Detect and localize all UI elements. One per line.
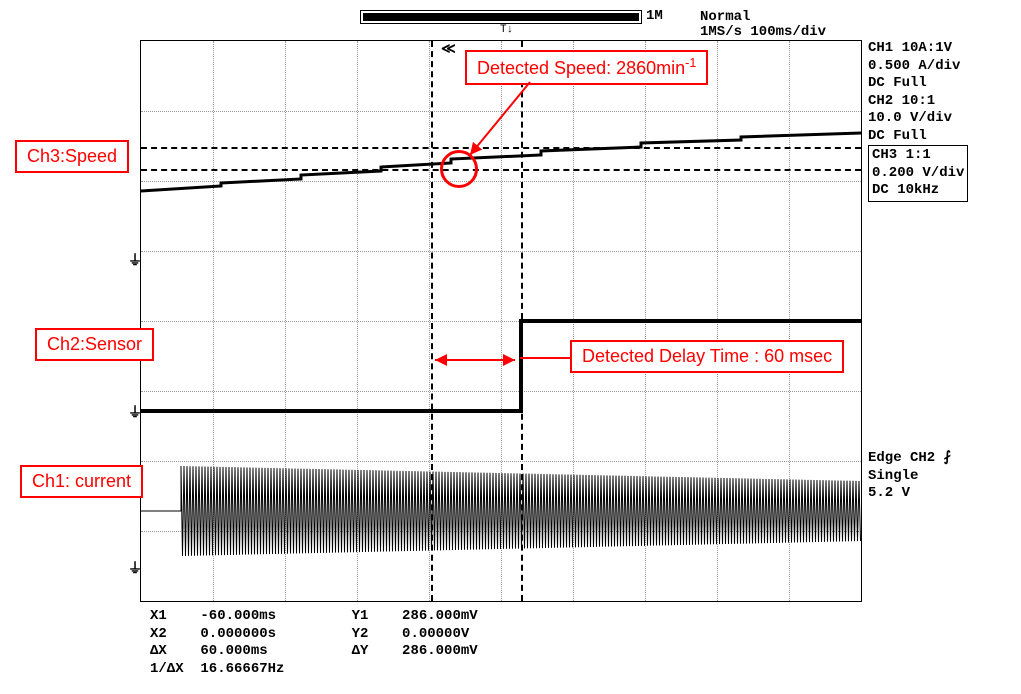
trigger-info: Edge CH2 ⨏ Single 5.2 V (868, 450, 951, 503)
ch2-div: 10.0 V/div (868, 110, 968, 128)
acq-mode: Normal (700, 10, 826, 25)
trig-mode: Single (868, 468, 951, 486)
ch1-ground-icon: ⏚ (128, 558, 142, 578)
speed-marker-circle (440, 150, 478, 188)
cursor-x2 (521, 41, 523, 601)
meas-row-4: 1/ΔX 16.66667Hz (150, 661, 478, 679)
ch2-scale: CH2 10:1 (868, 93, 968, 111)
trigger-marker: T↓ (500, 24, 513, 36)
ch3-scale: CH3 1:1 (872, 147, 964, 165)
cursor-x1 (431, 41, 433, 601)
annot-delay: Detected Delay Time : 60 msec (570, 340, 844, 373)
memory-label: 1M (646, 8, 663, 24)
waveforms (141, 41, 861, 601)
ch3-div: 0.200 V/div (872, 165, 964, 183)
oscilloscope-capture: 1M T↓ Normal 1MS/s 100ms/div ≪ ⏚ ⏚ ⏚ CH1… (10, 10, 1010, 684)
ch1-coup: DC Full (868, 75, 968, 93)
annot-speed: Detected Speed: 2860min-1 (465, 50, 708, 85)
cursor-y2 (141, 169, 861, 171)
trig-level: 5.2 V (868, 485, 951, 503)
channel-settings: CH1 10A:1V 0.500 A/div DC Full CH2 10:1 … (868, 40, 968, 202)
meas-row-2: X2 0.000000s Y2 0.00000V (150, 626, 478, 644)
acq-rate: 1MS/s 100ms/div (700, 25, 826, 40)
cursor-measurements: X1 -60.000ms Y1 286.000mV X2 0.000000s Y… (150, 608, 478, 678)
ch1-scale: CH1 10A:1V (868, 40, 968, 58)
ch3-ground-icon: ⏚ (128, 250, 142, 270)
ch1-div: 0.500 A/div (868, 58, 968, 76)
memory-bar (360, 10, 642, 24)
ch3-settings-box: CH3 1:1 0.200 V/div DC 10kHz (868, 145, 968, 202)
meas-row-1: X1 -60.000ms Y1 286.000mV (150, 608, 478, 626)
ch2-ground-icon: ⏚ (128, 402, 142, 422)
annot-ch2: Ch2:Sensor (35, 328, 154, 361)
acquisition-info: Normal 1MS/s 100ms/div (700, 10, 826, 41)
ch2-coup: DC Full (868, 128, 968, 146)
chevron-marker: ≪ (441, 41, 456, 58)
cursor-y1 (141, 147, 861, 149)
annot-ch3: Ch3:Speed (15, 140, 129, 173)
trig-edge: Edge CH2 ⨏ (868, 450, 951, 468)
ch3-coup: DC 10kHz (872, 182, 964, 200)
memory-bar-fill (363, 13, 639, 21)
ch1-trace (141, 466, 861, 556)
annot-ch1: Ch1: current (20, 465, 143, 498)
ch3-trace (141, 133, 861, 191)
meas-row-3: ΔX 60.000ms ΔY 286.000mV (150, 643, 478, 661)
plot-area: ≪ (140, 40, 862, 602)
